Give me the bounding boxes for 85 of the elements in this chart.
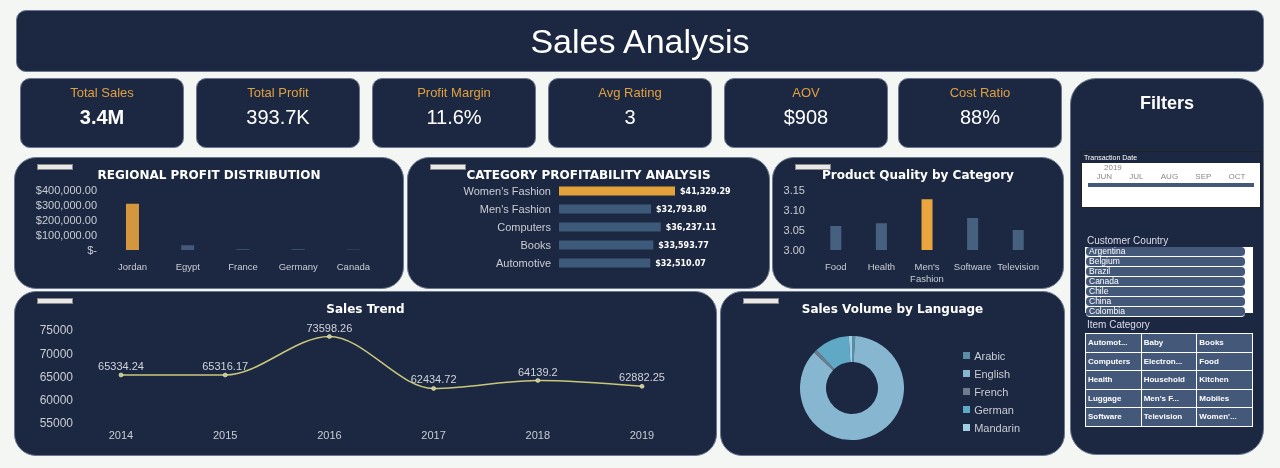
data-label: $36,237.11 <box>665 222 717 232</box>
y-tick-label: 75000 <box>39 323 74 338</box>
text: Total Sales <box>69 85 135 100</box>
data-label: $41,329.29 <box>680 186 732 196</box>
text: 88% <box>959 106 1001 129</box>
x-tick-label: Television <box>997 261 1040 272</box>
text: Filters <box>1139 93 1195 114</box>
y-tick-label: $100,000.00 <box>35 228 97 241</box>
bar <box>559 258 651 268</box>
x-tick-label: 2017 <box>421 428 446 441</box>
text: Customer Country <box>1087 235 1169 246</box>
donut-slice <box>852 336 856 363</box>
data-label: $32,510.07 <box>655 258 706 268</box>
donut-slice <box>848 336 852 363</box>
x-tick-label: 2015 <box>212 428 238 441</box>
y-tick-label: 3.00 <box>783 243 805 256</box>
chart-title: REGIONAL PROFIT DISTRIBUTION <box>96 168 322 182</box>
y-tick-label: Women's Fashion <box>463 184 551 197</box>
text: $908 <box>782 106 830 129</box>
text: Total Profit <box>246 85 310 100</box>
chart-title: Product Quality by Category <box>821 168 1015 182</box>
text: 393.7K <box>245 106 311 129</box>
y-tick-label: 65000 <box>39 369 74 384</box>
y-tick-label: $300,000.00 <box>35 198 97 211</box>
legend-label: Mandarin <box>974 421 1020 434</box>
chart-title: Sales Volume by Language <box>800 302 985 316</box>
data-label: $32,793.80 <box>656 204 708 214</box>
x-tick-label: Food <box>824 261 847 272</box>
x-tick-label: France <box>228 261 258 272</box>
legend-label: French <box>974 385 1009 398</box>
bar <box>125 203 139 250</box>
text: 11.6% <box>425 106 483 129</box>
text: 3.4M <box>78 106 126 129</box>
chart-title: Sales Trend <box>325 302 406 316</box>
y-tick-label: 70000 <box>39 346 74 361</box>
x-tick-label: Egypt <box>175 261 201 272</box>
x-tick-label: Software <box>953 261 992 272</box>
x-tick-label: Men's Fashion <box>910 261 944 284</box>
donut-slice <box>800 336 904 440</box>
bar <box>559 204 652 214</box>
data-label: 64139.2 <box>517 365 558 378</box>
text: 3 <box>623 106 637 129</box>
y-tick-label: 3.10 <box>783 203 805 216</box>
donut-slice <box>814 350 835 371</box>
data-label: 73598.26 <box>306 321 353 334</box>
legend-label: German <box>974 403 1014 416</box>
y-tick-label: Automotive <box>495 256 551 269</box>
y-tick-label: Computers <box>497 220 552 233</box>
text: Cost Ratio <box>948 85 1012 100</box>
y-tick-label: 60000 <box>39 393 74 408</box>
text: Item Category <box>1087 319 1150 330</box>
y-tick-label: 3.05 <box>783 223 805 236</box>
x-tick-label: 2019 <box>629 428 655 441</box>
y-tick-label: Books <box>520 238 552 251</box>
legend-label: English <box>974 367 1011 380</box>
bar <box>181 245 195 250</box>
text: AOV <box>791 85 821 100</box>
text: Profit Margin <box>416 85 492 100</box>
y-tick-label: $- <box>87 243 98 256</box>
bar <box>559 186 675 196</box>
x-tick-label: Health <box>867 261 896 272</box>
text: Avg Rating <box>597 85 663 100</box>
bar <box>559 222 661 232</box>
x-tick-label: Jordan <box>118 261 148 272</box>
data-label: 65316.17 <box>202 360 249 373</box>
y-tick-label: $200,000.00 <box>35 213 97 226</box>
x-tick-label: 2014 <box>108 428 134 441</box>
data-label: 62882.25 <box>619 371 665 384</box>
y-tick-label: $400,000.00 <box>35 183 97 196</box>
x-tick-label: 2018 <box>525 428 551 441</box>
data-label: 62434.72 <box>410 373 457 386</box>
y-tick-label: 55000 <box>39 416 74 431</box>
data-label: $33,593.77 <box>658 240 709 250</box>
category-buttons: Automot... Baby Books Computers Electron... Food Health Household Kitchen Luggage Men's F... Mobiles Software Television Women'... <box>1085 333 1253 427</box>
x-tick-label: Canada <box>336 261 371 272</box>
donut-slice <box>816 336 851 370</box>
legend-label: Arabic <box>974 349 1006 362</box>
y-tick-label: 3.15 <box>783 183 805 196</box>
y-tick-label: Men's Fashion <box>479 202 551 215</box>
x-tick-label: 2016 <box>317 428 342 441</box>
data-label: 65334.24 <box>98 359 144 372</box>
chart-title: CATEGORY PROFITABILITY ANALYSIS <box>465 168 712 182</box>
x-tick-label: Germany <box>278 261 318 272</box>
text: Sales Analysis <box>16 10 1264 72</box>
bar <box>559 240 654 250</box>
